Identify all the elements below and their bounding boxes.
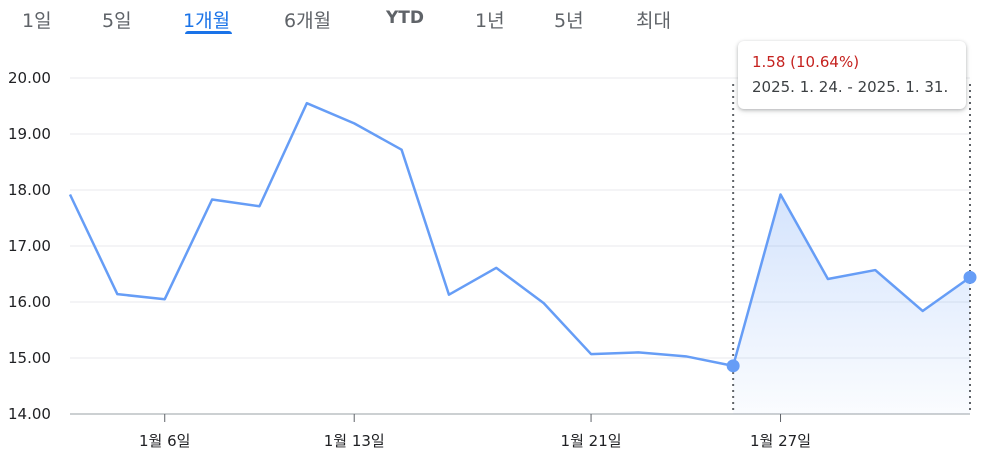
tab-5y[interactable]: 5년 — [554, 10, 584, 32]
x-tick-label: 1월 27일 — [750, 432, 811, 450]
tooltip-date-range: 2025. 1. 24. - 2025. 1. 31. — [752, 78, 949, 96]
selection-start-point — [726, 359, 740, 373]
tab-max[interactable]: 최대 — [636, 10, 671, 32]
series-line — [68, 101, 971, 368]
time-range-tabs: 1일 5일 1개월 6개월 YTD 1년 5년 최대 — [0, 0, 989, 40]
tab-1y[interactable]: 1년 — [475, 10, 505, 32]
active-tab-indicator — [185, 31, 232, 34]
y-tick-label: 15.00 — [8, 349, 51, 367]
y-tick-label: 19.00 — [8, 125, 51, 143]
x-tick-label: 1월 13일 — [324, 432, 385, 450]
selection-area — [733, 194, 970, 414]
y-tick-label: 18.00 — [8, 181, 51, 199]
y-tick-label: 20.00 — [8, 69, 51, 87]
y-tick-label: 16.00 — [8, 293, 51, 311]
tab-1m[interactable]: 1개월 — [183, 10, 231, 32]
x-tick-label: 1월 6일 — [139, 432, 190, 450]
y-tick-label: 17.00 — [8, 237, 51, 255]
tab-5d[interactable]: 5일 — [102, 10, 132, 32]
tab-1d[interactable]: 1일 — [22, 10, 52, 32]
y-tick-label: 14.00 — [8, 405, 51, 423]
tab-6m[interactable]: 6개월 — [284, 10, 332, 32]
tooltip-change: 1.58 (10.64%) — [752, 53, 860, 71]
range-tooltip: 1.58 (10.64%) 2025. 1. 24. - 2025. 1. 31… — [738, 41, 966, 109]
selection-end-point — [963, 270, 977, 284]
x-tick-label: 1월 21일 — [561, 432, 622, 450]
tab-ytd[interactable]: YTD — [386, 8, 425, 28]
